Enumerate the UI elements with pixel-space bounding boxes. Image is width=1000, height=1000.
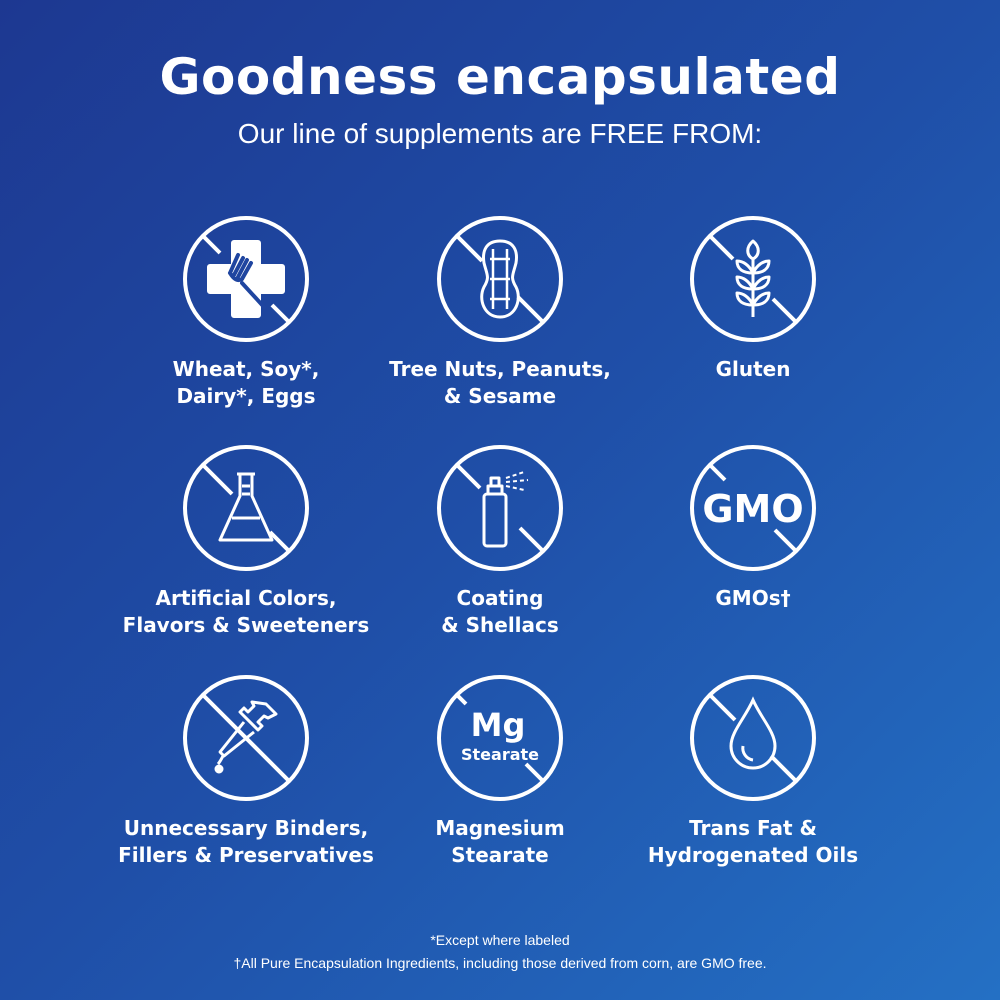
spray-can-icon <box>437 445 563 571</box>
stearate-icon-text: Stearate <box>461 745 539 764</box>
item-label: Unnecessary Binders, Fillers & Preservat… <box>118 816 374 867</box>
item-label: Gluten <box>715 357 791 381</box>
footnote-except: *Except where labeled <box>430 932 570 948</box>
item-label: Magnesium Stearate <box>435 816 565 867</box>
free-from-item-coating: Coating & Shellacs <box>360 443 640 639</box>
mg-icon-text: Mg <box>471 706 526 744</box>
page-title: Goodness encapsulated <box>159 48 841 106</box>
item-label: Tree Nuts, Peanuts, & Sesame <box>389 357 611 408</box>
free-from-item-trans-fat: Trans Fat & Hydrogenated Oils <box>613 673 893 869</box>
free-from-item-gluten: Gluten <box>613 214 893 383</box>
item-label: Wheat, Soy*, Dairy*, Eggs <box>172 357 320 408</box>
free-from-item-binders: Unnecessary Binders, Fillers & Preservat… <box>106 673 386 869</box>
free-from-item-gmo: GMO GMOs† <box>613 443 893 612</box>
mg-stearate-icon: Mg Stearate <box>437 675 563 801</box>
page-subtitle: Our line of supplements are FREE FROM: <box>237 118 763 149</box>
free-from-item-allergens: Wheat, Soy*, Dairy*, Eggs <box>106 214 386 410</box>
free-from-item-artificial: Artificial Colors, Flavors & Sweeteners <box>106 443 386 639</box>
flask-icon <box>183 445 309 571</box>
item-label: GMOs† <box>715 586 791 610</box>
item-label: Trans Fat & Hydrogenated Oils <box>647 816 859 867</box>
oil-drop-icon <box>690 675 816 801</box>
gmo-icon: GMO <box>690 445 816 571</box>
allergen-cross-fork-icon <box>183 216 309 342</box>
free-from-item-nuts: Tree Nuts, Peanuts, & Sesame <box>360 214 640 410</box>
item-label: Artificial Colors, Flavors & Sweeteners <box>122 586 370 637</box>
gmo-icon-text: GMO <box>702 487 803 531</box>
wheat-icon <box>690 216 816 342</box>
footnote-gmo: †All Pure Encapsulation Ingredients, inc… <box>233 955 767 971</box>
peanut-icon <box>437 216 563 342</box>
free-from-item-magnesium-stearate: Mg Stearate Magnesium Stearate <box>360 673 640 869</box>
dropper-icon <box>183 675 309 801</box>
item-label: Coating & Shellacs <box>441 586 559 637</box>
